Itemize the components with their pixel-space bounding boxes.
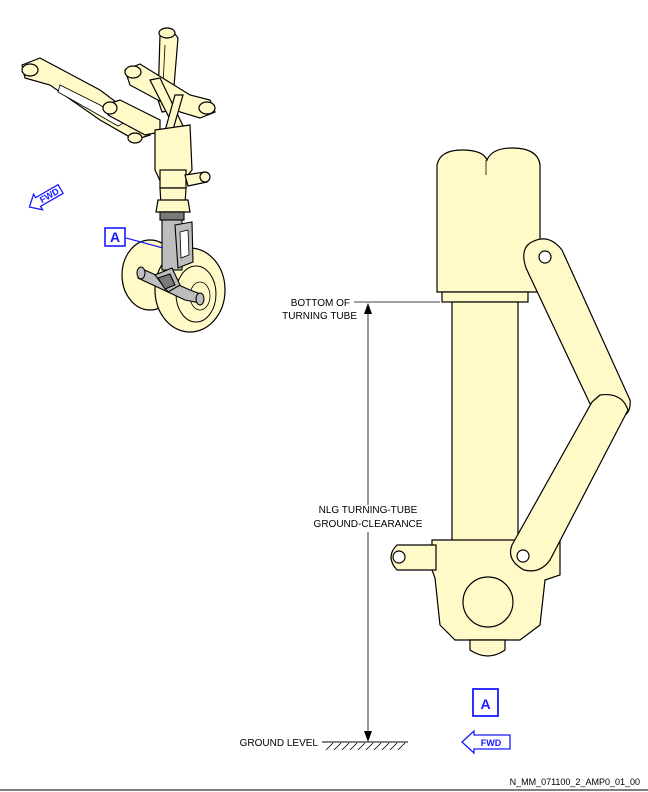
svg-text:A: A	[480, 696, 490, 712]
label-clearance-line1: NLG TURNING-TUBE	[319, 505, 418, 516]
label-bottom-of-turning-tube-line2: TURNING TUBE	[282, 311, 357, 322]
callout-a-detail: A	[472, 688, 499, 717]
callout-a-small: A	[104, 227, 126, 247]
clearance-dimension	[354, 301, 440, 742]
svg-text:A: A	[110, 229, 120, 245]
fwd-arrow-icon: FWD	[28, 183, 64, 211]
svg-text:FWD: FWD	[481, 738, 502, 748]
fwd-arrow-icon-bottom: FWD	[461, 729, 511, 755]
landing-gear-isometric-view	[21, 27, 226, 333]
label-bottom-of-turning-tube-line1: BOTTOM OF	[291, 298, 350, 309]
figure-reference: N_MM_071100_2_AMP0_01_00	[510, 777, 640, 787]
turning-tube-detail-view	[390, 147, 631, 657]
label-ground-level: GROUND LEVEL	[240, 738, 319, 749]
label-clearance-line2: GROUND-CLEARANCE	[314, 519, 423, 530]
ground-level-line	[322, 741, 408, 751]
